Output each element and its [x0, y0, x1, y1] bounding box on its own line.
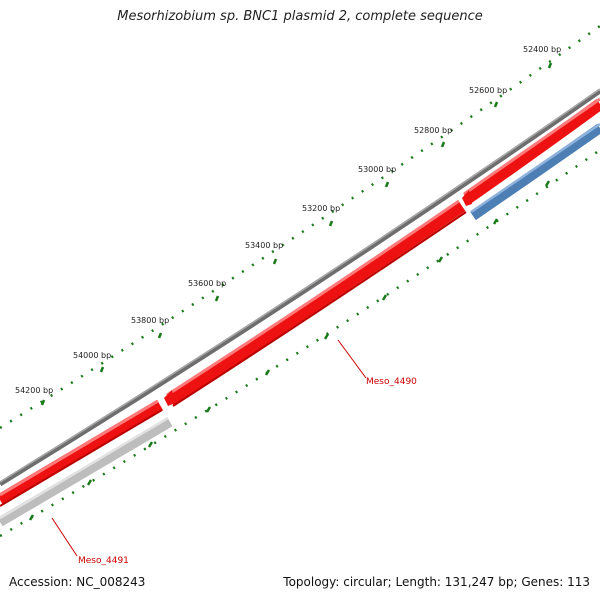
gene-arrow-reverse-gray[interactable] — [0, 417, 173, 527]
ruler-label-54000: 54000 bp — [73, 351, 111, 360]
ruler-label-52600: 52600 bp — [469, 86, 507, 95]
summary-text: Topology: circular; Length: 131,247 bp; … — [283, 575, 590, 589]
ruler-label-54200: 54200 bp — [15, 386, 53, 395]
gene-label-meso-4491[interactable]: Meso_4491 — [78, 556, 129, 566]
label-leader-meso-4490 — [337, 339, 367, 379]
ruler-label-53600: 53600 bp — [188, 279, 226, 288]
ruler-label-53800: 53800 bp — [131, 316, 169, 325]
inner-tick-ring — [0, 148, 600, 538]
gene-arrow-meso-4491[interactable] — [0, 399, 164, 506]
gene-arrow-upstream[interactable] — [463, 99, 600, 204]
ruler-label-52400: 52400 bp — [523, 45, 561, 54]
ruler-label-53000: 53000 bp — [358, 165, 396, 174]
gene-arrow-meso-4490[interactable] — [166, 201, 466, 406]
accession-text: Accession: NC_008243 — [9, 575, 146, 589]
label-leader-meso-4491 — [51, 517, 78, 557]
plasmid-backbone — [0, 88, 600, 487]
gene-label-meso-4490[interactable]: Meso_4490 — [366, 377, 417, 387]
outer-tick-ring — [0, 24, 600, 430]
map-title: Mesorhizobium sp. BNC1 plasmid 2, comple… — [117, 9, 483, 24]
ruler-label-53400: 53400 bp — [245, 241, 283, 250]
ruler-label-53200: 53200 bp — [302, 204, 340, 213]
gene-arrow-reverse-blue[interactable] — [470, 123, 600, 221]
ruler-label-52800: 52800 bp — [414, 126, 452, 135]
